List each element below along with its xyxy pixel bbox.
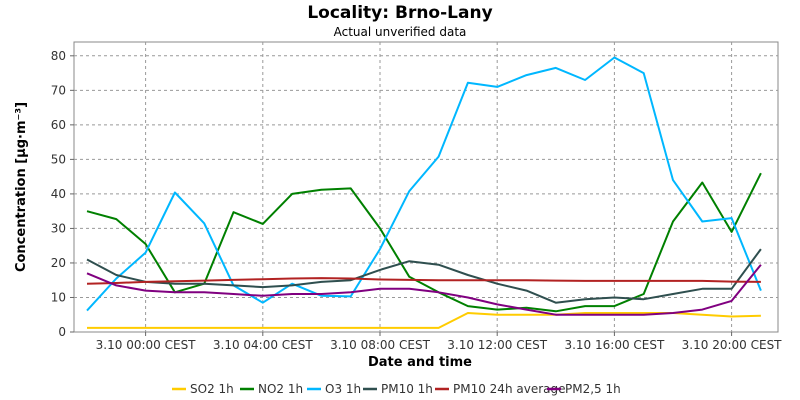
series-line-0: [87, 312, 761, 329]
y-tick-label: 80: [51, 49, 66, 63]
x-tick-label: 3.10 16:00 CEST: [564, 338, 665, 352]
series-lines: [86, 56, 762, 329]
legend-label-0: SO2 1h: [190, 382, 234, 396]
x-tick-label: 3.10 04:00 CEST: [213, 338, 314, 352]
legend-label-3: PM10 1h: [381, 382, 433, 396]
legend-label-5: PM2,5 1h: [565, 382, 621, 396]
y-tick-label: 10: [51, 290, 66, 304]
y-tick-label: 40: [51, 187, 66, 201]
y-tick-label: 0: [58, 325, 66, 339]
x-tick-label: 3.10 08:00 CEST: [330, 338, 431, 352]
y-tick-label: 60: [51, 118, 66, 132]
x-axis-ticks: 3.10 00:00 CEST 3.10 04:00 CEST 3.10 08:00…: [96, 332, 783, 352]
legend-label-1: NO2 1h: [258, 382, 303, 396]
legend: SO2 1h NO2 1h O3 1h PM10 1h PM10 24h average…: [172, 382, 621, 396]
y-tick-label: 30: [51, 221, 66, 235]
x-tick-label: 3.10 12:00 CEST: [447, 338, 548, 352]
y-tick-label: 70: [51, 83, 66, 97]
legend-label-4: PM10 24h average: [453, 382, 566, 396]
plot-area: [73, 41, 779, 333]
series-line-5: [86, 264, 762, 316]
y-axis-label: Concentration [µg·m⁻³]: [14, 102, 29, 272]
series-line-2: [86, 56, 762, 312]
chart-title: Locality: Brno-Lany: [307, 3, 492, 23]
y-axis-ticks: 0 10 20 30 40 50 60 70 80: [51, 49, 74, 339]
x-axis-label: Date and time: [368, 355, 472, 370]
x-tick-label: 3.10 20:00 CEST: [682, 338, 783, 352]
chart-subtitle: Actual unverified data: [334, 25, 467, 39]
legend-label-2: O3 1h: [325, 382, 361, 396]
x-tick-label: 3.10 00:00 CEST: [96, 338, 197, 352]
y-tick-label: 20: [51, 256, 66, 270]
series-line-3: [86, 248, 762, 304]
series-line-4: [86, 277, 761, 285]
y-tick-label: 50: [51, 152, 66, 166]
series-line-1: [86, 172, 762, 313]
grid-lines: [74, 42, 778, 332]
